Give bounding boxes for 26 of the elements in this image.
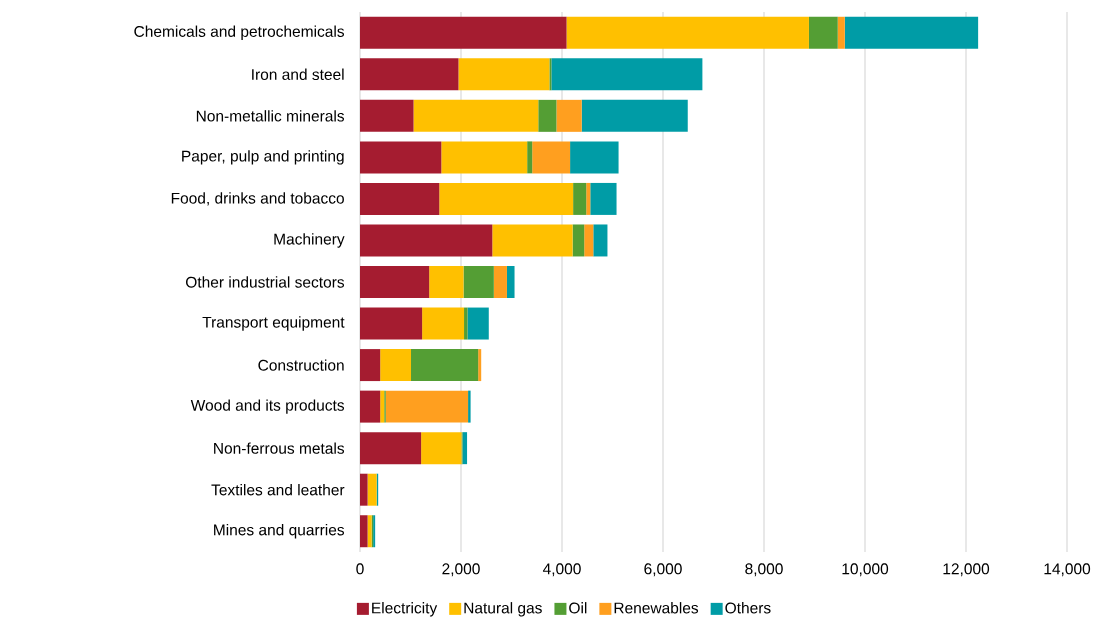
- x-tick-label: 0: [356, 563, 364, 575]
- y-tick-label: Mines and quarries: [214, 524, 345, 539]
- legend-label: Oil: [569, 602, 587, 614]
- y-tick-label: Chemicals and petrochemicals: [134, 25, 345, 40]
- y-tick-label: Iron and steel: [252, 68, 344, 81]
- legend-label: Natural gas: [464, 602, 542, 617]
- y-tick-label: Food, drinks and tobacco: [171, 192, 344, 206]
- x-tick-label: 4,000: [542, 563, 581, 577]
- y-tick-label: Machinery: [274, 233, 345, 248]
- y-tick-label: Textiles and leather: [211, 484, 345, 496]
- legend-label: Electricity: [372, 602, 438, 617]
- y-tick-label: Non-metallic minerals: [196, 110, 345, 122]
- x-tick-label: 12,000: [943, 563, 990, 577]
- y-tick-label: Construction: [258, 359, 344, 371]
- y-tick-label: Transport equipment: [202, 316, 345, 331]
- x-tick-label: 14,000: [1044, 563, 1091, 577]
- y-tick-label: Wood and its products: [190, 399, 345, 414]
- x-tick-label: 8,000: [745, 563, 783, 577]
- x-tick-label: 10,000: [842, 563, 889, 577]
- x-tick-label: 6,000: [644, 563, 682, 577]
- x-tick-label: 2,000: [442, 563, 480, 577]
- y-tick-label: Paper, pulp and printing: [182, 150, 344, 165]
- legend-label: Others: [725, 602, 771, 614]
- legend-label: Renewables: [614, 602, 699, 614]
- y-tick-label: Other industrial sectors: [186, 276, 345, 288]
- y-tick-label: Non-ferrous metals: [214, 442, 345, 454]
